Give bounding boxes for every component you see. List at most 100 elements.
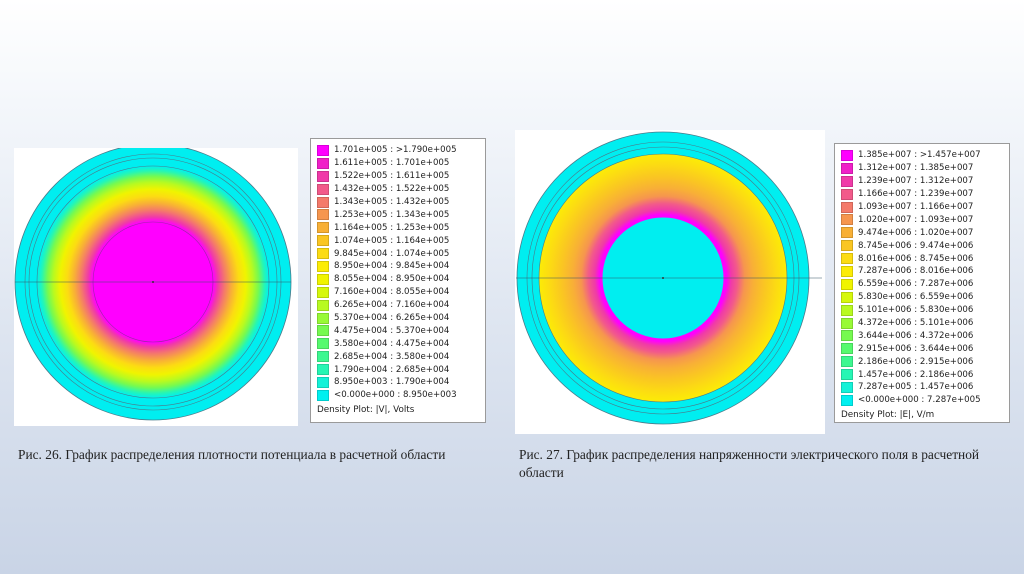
legend-color-swatch xyxy=(841,291,853,303)
legend-entry: 5.370e+004 : 6.265e+004 xyxy=(317,312,479,325)
legend-entry: 9.845e+004 : 1.074e+005 xyxy=(317,247,479,260)
legend-entry: 1.253e+005 : 1.343e+005 xyxy=(317,208,479,221)
legend-entry: 1.457e+006 : 2.186e+006 xyxy=(841,368,1003,381)
legend-color-swatch xyxy=(841,343,853,355)
legend-color-swatch xyxy=(317,273,329,285)
legend-entry: 3.644e+006 : 4.372e+006 xyxy=(841,329,1003,342)
legend-entry: 7.287e+006 : 8.016e+006 xyxy=(841,265,1003,278)
legend-entry: 7.160e+004 : 8.055e+004 xyxy=(317,286,479,299)
legend-color-swatch xyxy=(317,183,329,195)
legend-range-label: 5.370e+004 : 6.265e+004 xyxy=(334,313,450,324)
legend-range-label: 3.580e+004 : 4.475e+004 xyxy=(334,338,450,349)
legend-range-label: 8.950e+003 : 1.790e+004 xyxy=(334,377,450,388)
legend-entry: 8.745e+006 : 9.474e+006 xyxy=(841,239,1003,252)
legend-range-label: 1.701e+005 : >1.790e+005 xyxy=(334,145,457,156)
legend-entry: 1.074e+005 : 1.164e+005 xyxy=(317,234,479,247)
legend-color-swatch xyxy=(317,376,329,388)
legend-color-swatch xyxy=(841,253,853,265)
legend-color-swatch xyxy=(841,317,853,329)
legend-range-label: 6.559e+006 : 7.287e+006 xyxy=(858,279,974,290)
potential-density-plot xyxy=(14,148,298,426)
legend-entry: 8.016e+006 : 8.745e+006 xyxy=(841,252,1003,265)
legend-entry: 1.522e+005 : 1.611e+005 xyxy=(317,170,479,183)
legend-color-swatch xyxy=(841,227,853,239)
legend-entry: 4.372e+006 : 5.101e+006 xyxy=(841,317,1003,330)
legend-entry: 2.915e+006 : 3.644e+006 xyxy=(841,342,1003,355)
legend-entry: 6.559e+006 : 7.287e+006 xyxy=(841,278,1003,291)
legend-color-swatch xyxy=(841,330,853,342)
legend-color-swatch xyxy=(317,209,329,221)
legend-entry: 1.790e+004 : 2.685e+004 xyxy=(317,363,479,376)
legend-range-label: 1.074e+005 : 1.164e+005 xyxy=(334,235,450,246)
legend-entry: 3.580e+004 : 4.475e+004 xyxy=(317,337,479,350)
legend-entry: 1.166e+007 : 1.239e+007 xyxy=(841,188,1003,201)
legend-color-swatch xyxy=(841,304,853,316)
legend-range-label: 9.845e+004 : 1.074e+005 xyxy=(334,248,450,259)
legend-color-swatch xyxy=(841,214,853,226)
legend-range-label: 8.950e+004 : 9.845e+004 xyxy=(334,261,450,272)
legend-color-swatch xyxy=(317,235,329,247)
legend-color-swatch xyxy=(841,356,853,368)
legend-entry: 7.287e+005 : 1.457e+006 xyxy=(841,381,1003,394)
legend-entry: 1.701e+005 : >1.790e+005 xyxy=(317,144,479,157)
legend-color-swatch xyxy=(841,162,853,174)
legend-range-label: 5.101e+006 : 5.830e+006 xyxy=(858,305,974,316)
legend-entry: 1.164e+005 : 1.253e+005 xyxy=(317,221,479,234)
legend-entry: 1.312e+007 : 1.385e+007 xyxy=(841,162,1003,175)
legend-range-label: 7.287e+006 : 8.016e+006 xyxy=(858,266,974,277)
legend-range-label: 4.372e+006 : 5.101e+006 xyxy=(858,318,974,329)
legend-range-label: 1.432e+005 : 1.522e+005 xyxy=(334,184,450,195)
field-strength-density-plot xyxy=(515,130,825,434)
legend-entry: 1.239e+007 : 1.312e+007 xyxy=(841,175,1003,188)
legend-color-swatch xyxy=(317,351,329,363)
legend-range-label: 1.522e+005 : 1.611e+005 xyxy=(334,171,450,182)
legend-color-swatch xyxy=(317,312,329,324)
legend-color-swatch xyxy=(841,149,853,161)
legend-range-label: 7.287e+005 : 1.457e+006 xyxy=(858,382,974,393)
legend-entry: 2.186e+006 : 2.915e+006 xyxy=(841,355,1003,368)
legend-rows: 1.385e+007 : >1.457e+007 1.312e+007 : 1.3… xyxy=(841,149,1003,407)
legend-range-label: 1.343e+005 : 1.432e+005 xyxy=(334,197,450,207)
legend-range-label: 8.745e+006 : 9.474e+006 xyxy=(858,240,974,251)
legend-entry: 8.950e+003 : 1.790e+004 xyxy=(317,376,479,389)
legend-range-label: 7.160e+004 : 8.055e+004 xyxy=(334,287,450,298)
legend-range-label: 2.186e+006 : 2.915e+006 xyxy=(858,356,974,367)
legend-rows: 1.701e+005 : >1.790e+005 1.611e+005 : 1.7… xyxy=(317,144,479,402)
legend-entry: 5.101e+006 : 5.830e+006 xyxy=(841,304,1003,317)
legend-title: Density Plot: |E|, V/m xyxy=(841,409,935,420)
legend-range-label: 3.644e+006 : 4.372e+006 xyxy=(858,330,974,341)
legend-color-swatch xyxy=(317,144,329,156)
legend-color-swatch xyxy=(841,240,853,252)
legend-color-swatch xyxy=(841,188,853,200)
legend-color-swatch xyxy=(841,201,853,213)
legend-range-label: 8.055e+004 : 8.950e+004 xyxy=(334,274,450,285)
legend-color-swatch xyxy=(317,299,329,311)
legend-range-label: 1.312e+007 : 1.385e+007 xyxy=(858,163,974,174)
legend-range-label: 1.790e+004 : 2.685e+004 xyxy=(334,364,450,375)
legend-range-label: 4.475e+004 : 5.370e+004 xyxy=(334,325,450,336)
field-strength-legend: 1.385e+007 : >1.457e+007 1.312e+007 : 1.3… xyxy=(834,143,1010,423)
legend-title: Density Plot: |V|, Volts xyxy=(317,404,415,415)
legend-color-swatch xyxy=(841,265,853,277)
legend-entry: 6.265e+004 : 7.160e+004 xyxy=(317,299,479,312)
legend-range-label: 5.830e+006 : 6.559e+006 xyxy=(858,292,974,303)
legend-range-label: 1.457e+006 : 2.186e+006 xyxy=(858,369,974,380)
legend-color-swatch xyxy=(317,170,329,182)
legend-color-swatch xyxy=(841,381,853,393)
legend-range-label: 2.685e+004 : 3.580e+004 xyxy=(334,351,450,362)
legend-range-label: <0.000e+000 : 7.287e+005 xyxy=(858,395,981,406)
legend-range-label: 1.253e+005 : 1.343e+005 xyxy=(334,209,450,220)
figure-caption-26: Рис. 26. График распределения плотности … xyxy=(18,447,446,462)
legend-entry: 1.343e+005 : 1.432e+005 xyxy=(317,196,479,209)
legend-color-swatch xyxy=(317,196,329,208)
legend-range-label: 1.093e+007 : 1.166e+007 xyxy=(858,202,974,212)
legend-color-swatch xyxy=(317,260,329,272)
legend-entry: 8.055e+004 : 8.950e+004 xyxy=(317,273,479,286)
legend-color-swatch xyxy=(317,338,329,350)
legend-color-swatch xyxy=(317,364,329,376)
center-point xyxy=(152,281,154,283)
legend-color-swatch xyxy=(317,389,329,401)
legend-entry: 1.020e+007 : 1.093e+007 xyxy=(841,213,1003,226)
legend-color-swatch xyxy=(841,278,853,290)
legend-range-label: 8.016e+006 : 8.745e+006 xyxy=(858,253,974,264)
